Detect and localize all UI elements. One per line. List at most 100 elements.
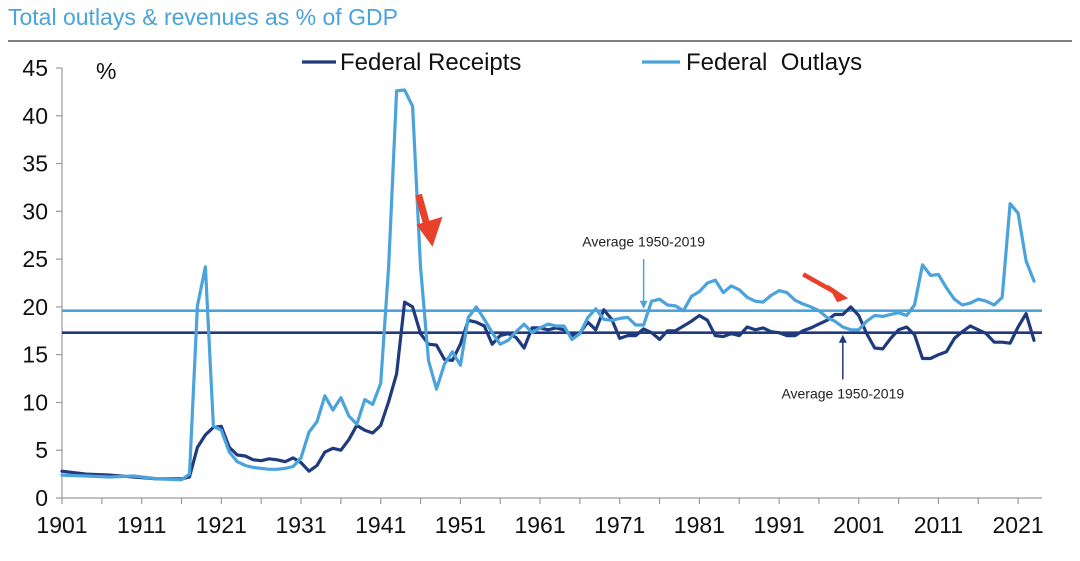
outlays-point: [483, 318, 486, 321]
receipts-point: [873, 347, 876, 349]
outlays-point: [802, 303, 804, 305]
x-tick-label: 1951: [435, 512, 486, 538]
receipts-point: [889, 337, 892, 340]
receipts-point: [985, 332, 987, 335]
receipts-average-arrowhead: [838, 334, 847, 343]
outlays-point: [1033, 280, 1035, 282]
outlays-point: [284, 467, 286, 470]
outlays-point: [794, 299, 796, 302]
outlays-point: [595, 308, 597, 310]
receipts-point: [857, 314, 860, 317]
y-axis-ticks: 0 5 10 15 20 25 30 35 40 45: [22, 55, 62, 511]
receipts-point: [698, 314, 701, 317]
outlays-point: [626, 316, 629, 319]
x-tick-label: 1991: [753, 512, 804, 538]
receipts-point: [921, 357, 924, 360]
outlays-point: [754, 300, 756, 303]
receipts-point: [810, 327, 812, 329]
receipts-point: [897, 329, 900, 331]
receipts-point: [475, 321, 478, 324]
highlight-arrow: [415, 193, 443, 247]
reference-lines: [62, 309, 1042, 334]
federal-outlays-line: [60, 88, 1036, 482]
receipts-point: [881, 348, 884, 350]
outlays-average-label: Average 1950-2019: [582, 234, 705, 250]
outlays-point: [642, 324, 645, 326]
receipts-point: [1017, 326, 1019, 328]
outlays-point: [491, 331, 494, 334]
receipts-point: [929, 357, 932, 360]
outlays-point: [196, 305, 199, 307]
receipts-point: [403, 301, 406, 303]
outlays-point: [523, 323, 525, 325]
y-tick-label: 20: [22, 294, 48, 320]
x-tick-label: 2001: [833, 512, 884, 538]
outlays-point: [634, 324, 637, 326]
outlays-point: [499, 343, 502, 346]
receipts-point: [435, 344, 438, 346]
outlays-point: [156, 478, 159, 480]
receipts-point: [196, 446, 199, 449]
outlays-point: [244, 464, 247, 467]
y-tick-label: 45: [22, 55, 48, 81]
outlays-point: [459, 364, 462, 367]
outlays-point: [889, 313, 892, 316]
receipts-point: [507, 332, 510, 335]
outlays-point: [865, 320, 868, 323]
receipts-point: [188, 476, 191, 478]
outlays-point: [714, 279, 717, 281]
outlays-point: [387, 265, 390, 267]
outlays-point: [547, 323, 549, 325]
receipts-point: [658, 338, 661, 341]
receipts-point: [515, 336, 517, 339]
outlays-point: [587, 316, 589, 319]
receipts-point: [531, 327, 533, 329]
outlays-point: [268, 468, 271, 471]
outlays-point: [778, 289, 780, 292]
receipts-point: [603, 309, 605, 311]
receipts-point: [953, 337, 956, 340]
highlight-arrow-head: [827, 284, 849, 303]
x-tick-label: 1971: [594, 512, 645, 538]
receipts-point: [850, 306, 852, 308]
outlays-point: [356, 423, 358, 426]
receipts-point: [905, 326, 908, 328]
receipts-point: [945, 351, 948, 353]
receipts-point: [834, 313, 836, 316]
outlays-point: [220, 429, 223, 432]
outlays-point: [842, 326, 844, 328]
y-tick-label: 5: [35, 437, 48, 463]
receipts-point: [634, 334, 637, 337]
receipts-point: [666, 330, 669, 332]
receipts-point: [993, 341, 995, 344]
outlays-point: [818, 309, 820, 312]
receipts-point: [523, 347, 525, 349]
receipts-point: [308, 470, 310, 473]
receipts-point: [276, 459, 278, 461]
outlays-point: [475, 306, 478, 308]
receipts-point: [1001, 341, 1003, 344]
outlays-point: [810, 306, 812, 308]
outlays-point: [260, 467, 263, 470]
y-tick-label: 30: [22, 198, 48, 224]
receipts-point: [260, 459, 263, 462]
y-tick-label: 40: [22, 103, 48, 129]
outlays-point: [395, 90, 398, 92]
receipts-point: [650, 331, 653, 334]
outlays-point: [650, 300, 653, 303]
outlays-point: [379, 382, 382, 385]
outlays-point: [961, 304, 964, 306]
receipts-point: [626, 334, 629, 337]
receipts-point: [770, 330, 772, 333]
y-tick-label: 25: [22, 246, 48, 272]
outlays-point: [571, 338, 573, 341]
outlays-point: [507, 339, 510, 342]
legend-label-receipts: Federal Receipts: [340, 49, 521, 76]
x-axis-ticks: 1901 1911 1921 1931 1941 1951 1961 1971 1981 1991…: [36, 498, 1044, 538]
x-tick-label: 1941: [355, 512, 406, 538]
annotations: Average 1950-2019 Average 1950-2019: [415, 193, 904, 402]
outlays-point: [204, 266, 207, 268]
x-tick-label: 1931: [275, 512, 326, 538]
outlays-point: [921, 264, 924, 266]
outlays-point: [770, 294, 772, 297]
